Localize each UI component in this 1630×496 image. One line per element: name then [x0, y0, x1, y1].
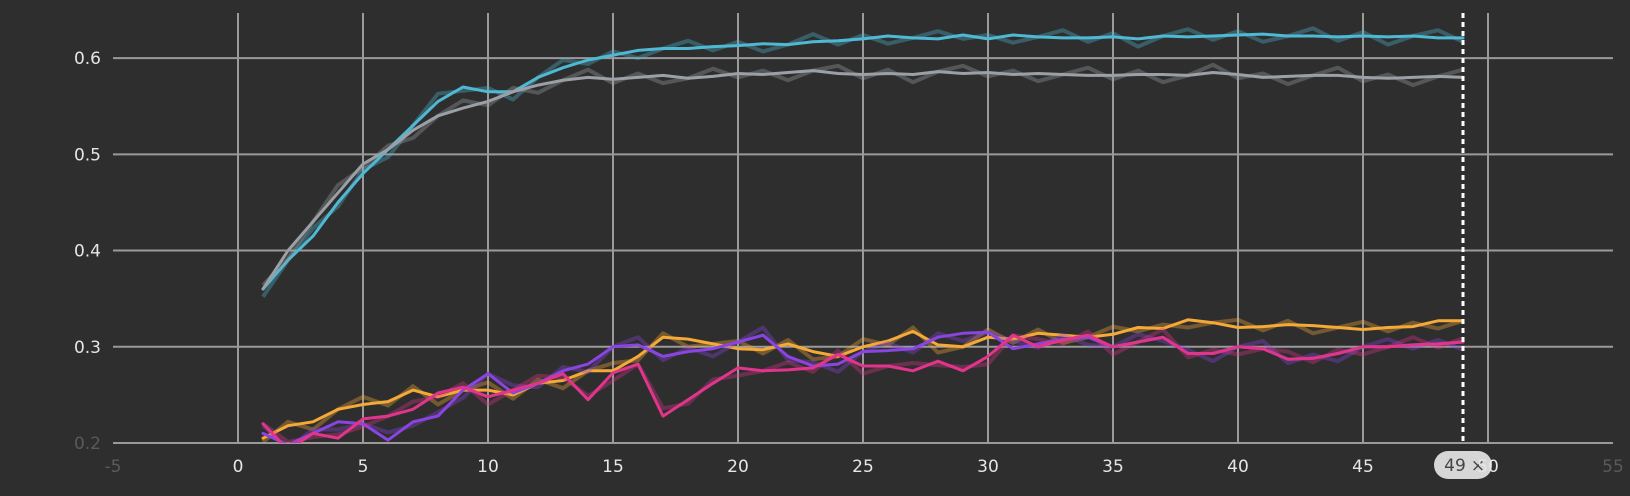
x-tick-label: -5: [105, 457, 122, 477]
series-group: [261, 26, 1465, 450]
series-0-line[interactable]: [261, 32, 1465, 291]
y-tick-label: 0.4: [74, 242, 101, 262]
series-0-raw-line: [261, 26, 1464, 298]
cursor-badge-background: [1434, 451, 1492, 479]
tick-labels: -5 0 5 10 15 20 25 30 35 40 45 50 55 0.2 0.3 0.4 0.5 0.6: [74, 49, 1624, 477]
x-tick-label: 40: [1227, 457, 1249, 477]
x-tick-label: 10: [477, 457, 499, 477]
x-tick-label: 50: [1477, 457, 1499, 477]
y-tick-label: 0.6: [74, 49, 101, 69]
series-1-raw-line: [261, 62, 1464, 287]
y-tick-label: 0.2: [74, 434, 101, 454]
cursor-badge[interactable]: 49 ×: [1434, 451, 1492, 479]
x-tick-label: 35: [1102, 457, 1124, 477]
y-tick-label: 0.3: [74, 338, 101, 358]
close-icon[interactable]: ×: [1471, 456, 1485, 476]
x-tick-label: 15: [602, 457, 624, 477]
cursor[interactable]: 49 ×: [1434, 13, 1492, 479]
y-tick-label: 0.5: [74, 145, 101, 165]
x-tick-label: 20: [727, 457, 749, 477]
x-tick-label: 55: [1602, 457, 1624, 477]
x-tick-label: 45: [1352, 457, 1374, 477]
x-tick-label: 30: [977, 457, 999, 477]
cursor-value-label: 49: [1444, 456, 1466, 476]
series-4-line[interactable]: [261, 333, 1465, 450]
x-tick-label: 5: [358, 457, 369, 477]
x-tick-label: 25: [852, 457, 874, 477]
x-tick-label: 0: [233, 457, 244, 477]
series-1-line[interactable]: [261, 69, 1465, 291]
